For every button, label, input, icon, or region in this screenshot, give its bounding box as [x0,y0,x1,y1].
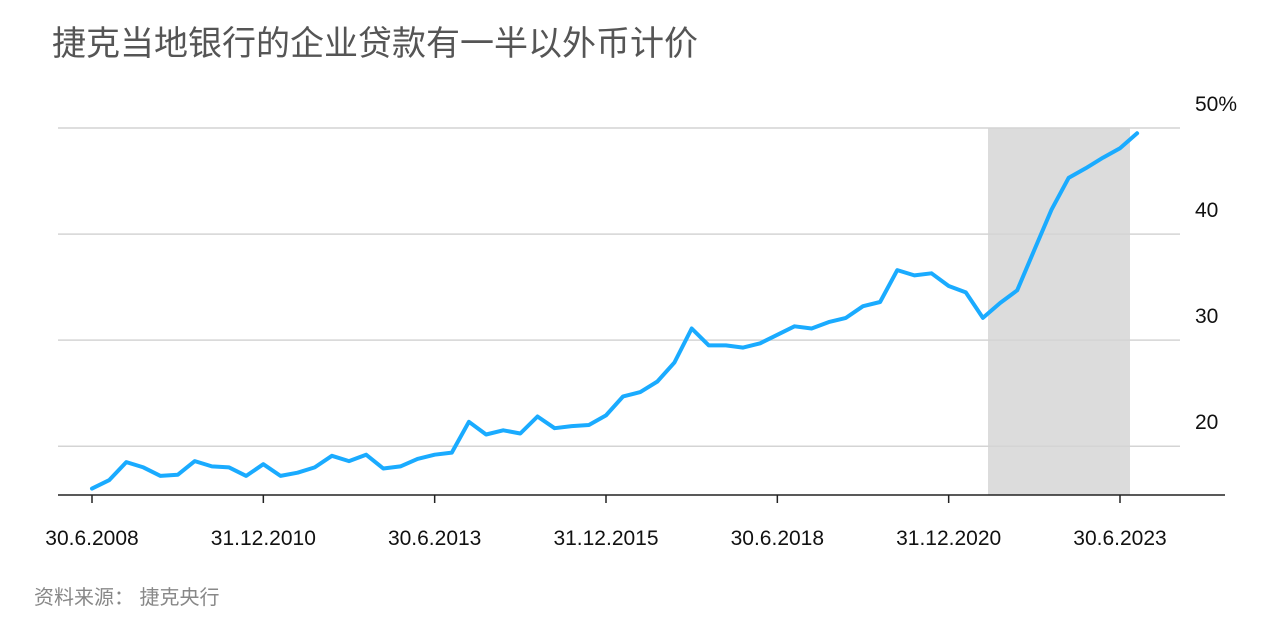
source: 资料来源： 捷克央行 [34,586,220,609]
x-tick-label: 31.12.2015 [553,527,658,550]
y-tick-label: 30 [1195,305,1218,328]
x-tick-label: 30.6.2008 [45,527,138,550]
x-tick-label: 30.6.2013 [388,527,481,550]
y-tick-label: 40 [1195,199,1218,222]
data-line [90,131,1140,491]
x-tick-label: 30.6.2023 [1073,527,1166,550]
x-tick-label: 31.12.2020 [896,527,1001,550]
chart-title: 捷克当地银行的企业贷款有一半以外币计价 [52,25,698,63]
y-tick-label: 20 [1195,411,1218,434]
highlight-band [988,128,1130,495]
x-tick-label: 30.6.2018 [731,527,824,550]
x-tick-label: 31.12.2010 [211,527,316,550]
y-tick-label: 50% [1195,93,1237,116]
